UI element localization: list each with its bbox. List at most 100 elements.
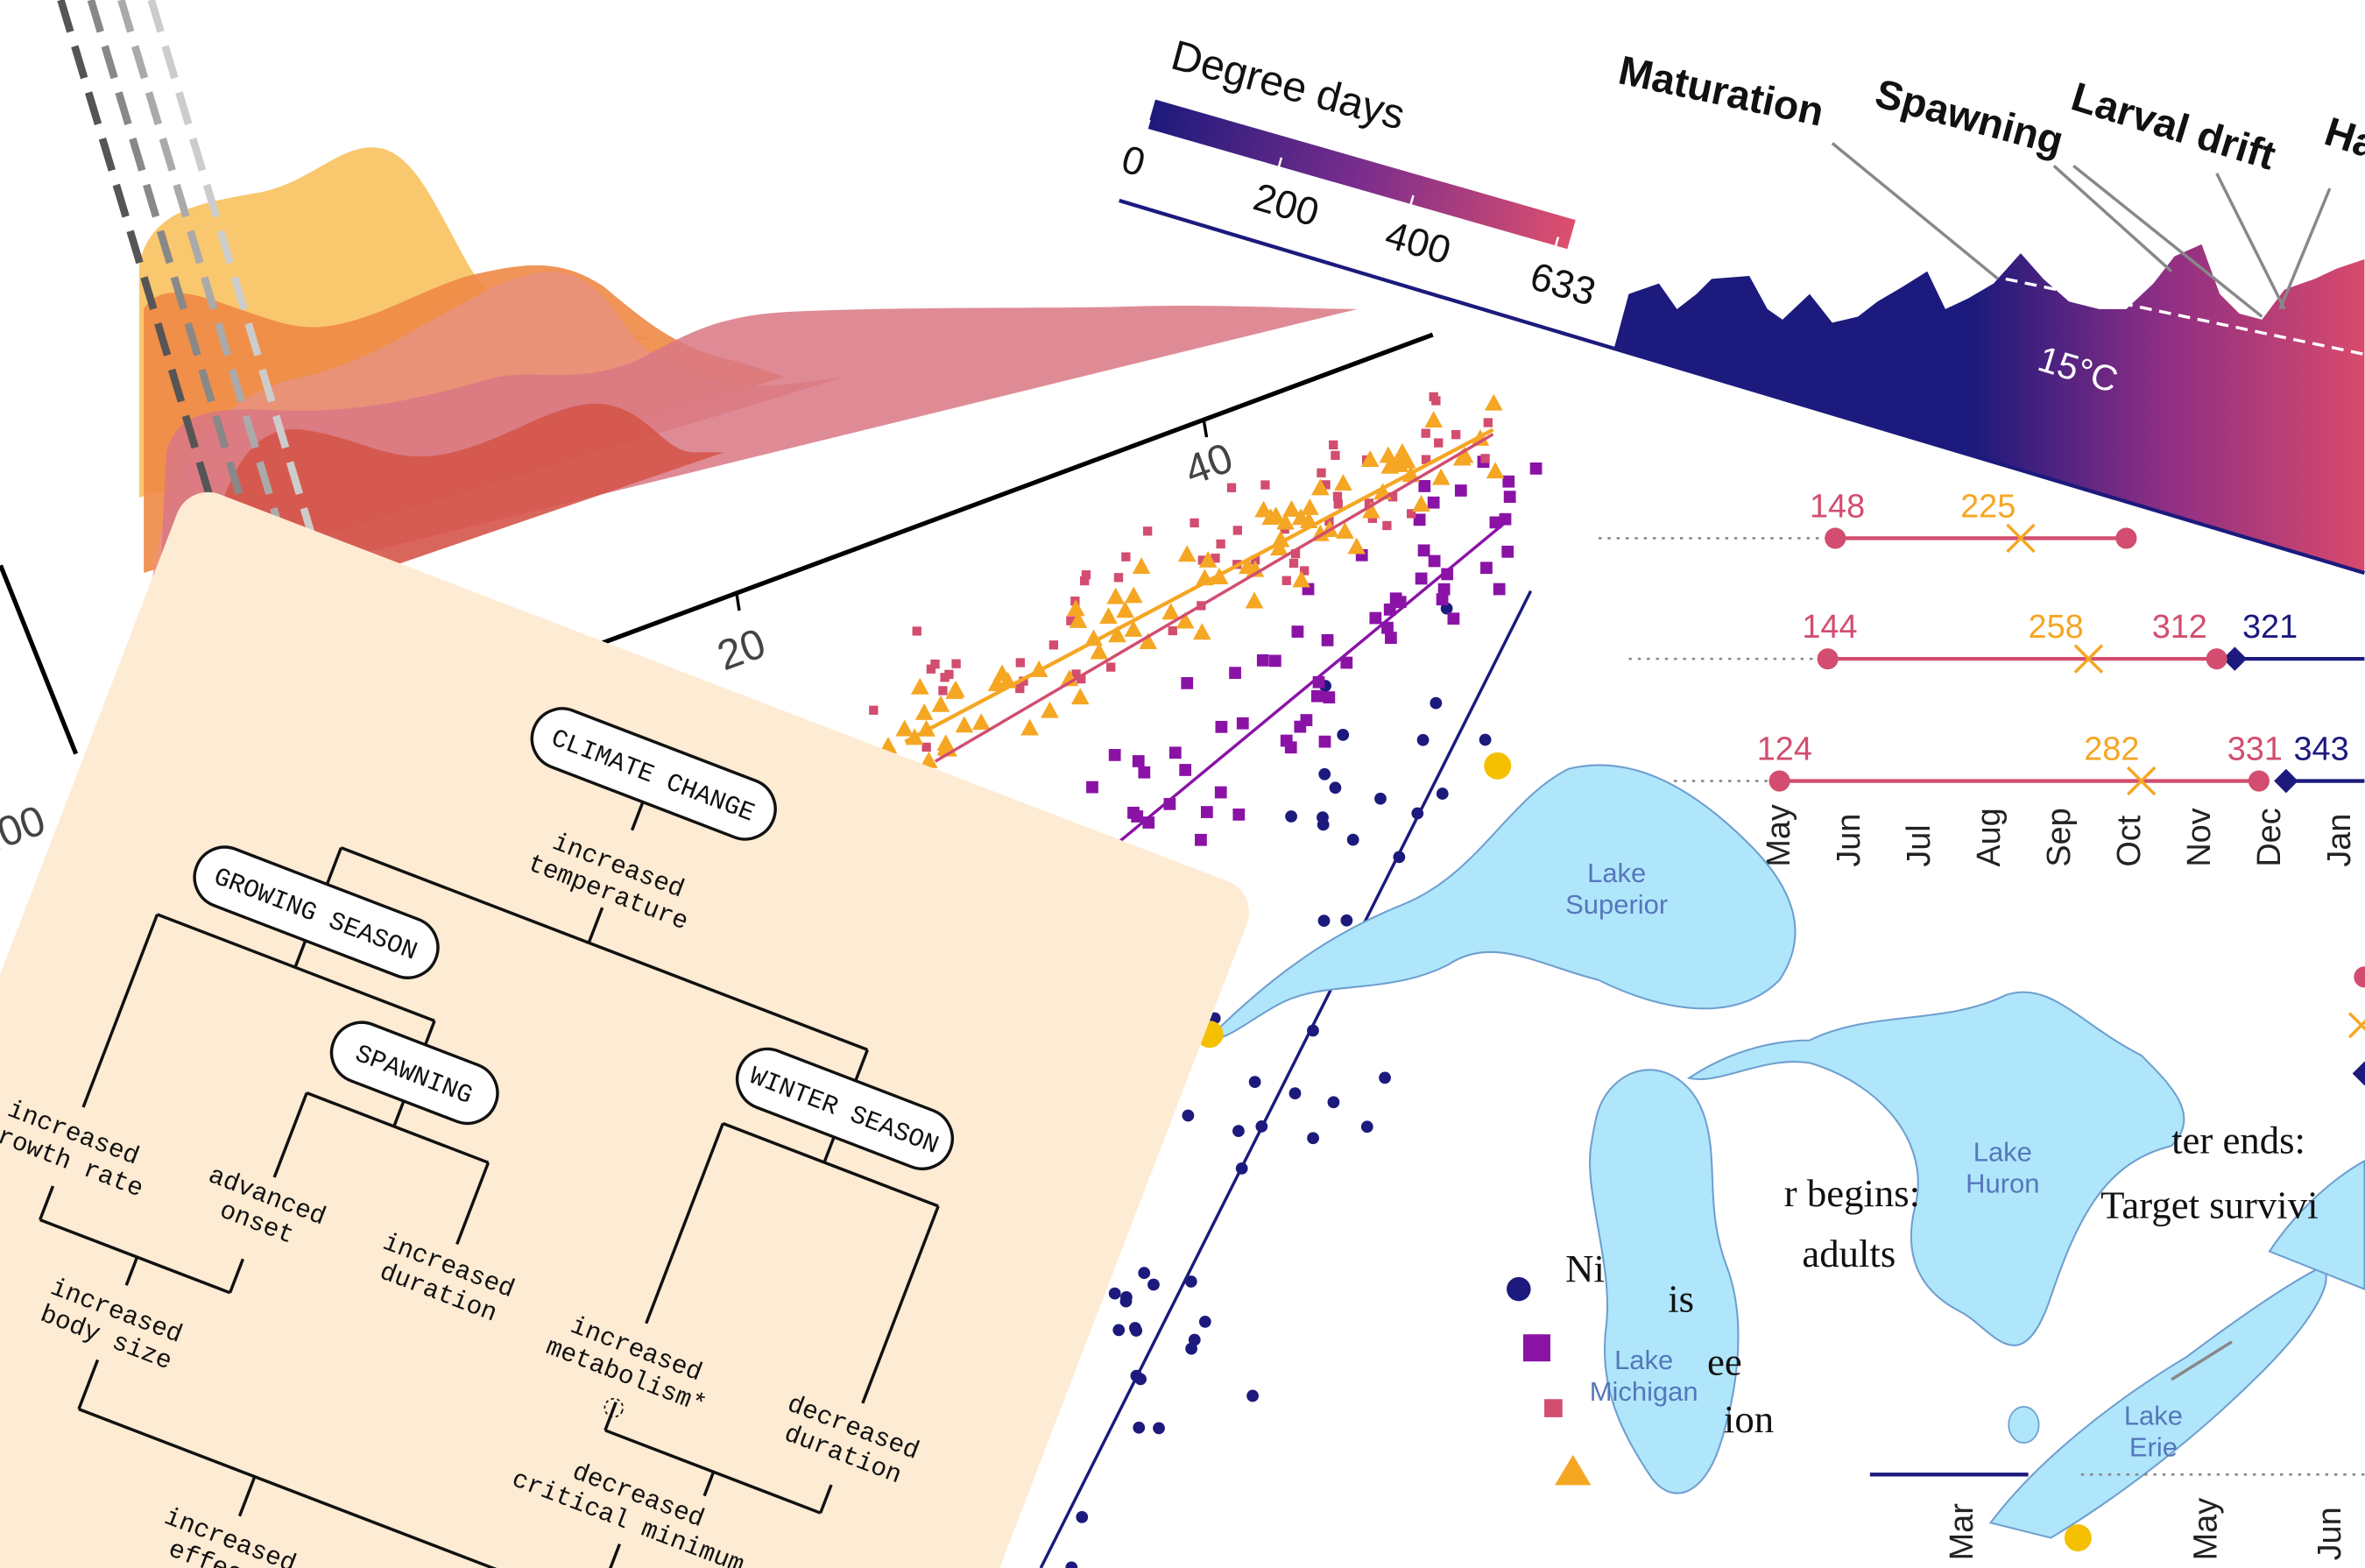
point (1502, 475, 1515, 488)
point (914, 703, 934, 720)
point (1424, 411, 1444, 428)
point (1318, 735, 1331, 748)
point (1161, 603, 1181, 620)
point (1301, 498, 1319, 515)
point (1099, 607, 1118, 625)
point (1389, 592, 1402, 605)
note: Target survivi (2100, 1183, 2318, 1227)
leader-line (2278, 187, 2332, 310)
point (1385, 632, 1397, 645)
point (1336, 521, 1354, 539)
point (1329, 781, 1342, 795)
point (1268, 654, 1281, 667)
point (1192, 623, 1211, 640)
point (1292, 570, 1311, 588)
reference-line (117, 0, 306, 604)
point (1428, 554, 1441, 568)
point (1391, 448, 1410, 465)
lake-label: Lake (1973, 1136, 2032, 1167)
lake (1204, 764, 1797, 1042)
point (1188, 1333, 1201, 1346)
phase-label: Ha (2319, 109, 2365, 168)
point (1485, 393, 1503, 411)
point (1364, 498, 1374, 508)
point (1177, 545, 1197, 562)
point (1197, 555, 1208, 565)
colorbar-fill (1147, 99, 1576, 250)
point (1480, 562, 1493, 575)
point (946, 680, 965, 697)
node-box (530, 707, 777, 841)
point (1116, 601, 1134, 618)
point (1015, 683, 1025, 694)
point (1181, 676, 1194, 689)
point (1499, 512, 1512, 526)
area (1613, 244, 2365, 574)
point (1288, 558, 1299, 569)
legend-marker (1544, 1399, 1563, 1417)
point (971, 713, 991, 731)
value-label: 331 (2227, 731, 2283, 767)
point (1299, 566, 1310, 576)
point (1451, 429, 1461, 440)
leader-line (1831, 142, 2000, 280)
month-label: Mar (1944, 1503, 1980, 1560)
note: r begins: (1784, 1171, 1920, 1215)
point (1311, 478, 1330, 496)
lake (2008, 1405, 2040, 1444)
month-label: Sep (2041, 808, 2078, 866)
point (1120, 1290, 1133, 1303)
point (1317, 468, 1326, 477)
legend-marker (1522, 1334, 1550, 1362)
point (1483, 418, 1493, 427)
trend-line (904, 427, 1494, 744)
point (1347, 537, 1366, 554)
point (1060, 669, 1079, 687)
panel (0, 491, 1249, 1568)
lake-label: Superior (1565, 889, 1668, 920)
point (1190, 518, 1199, 528)
legend-label: is (1668, 1276, 1694, 1320)
lake-label: Lake (1587, 858, 1646, 888)
point (1077, 674, 1086, 684)
point (951, 659, 961, 668)
point (1260, 480, 1270, 490)
point (926, 664, 936, 674)
trend-line (934, 433, 1494, 763)
lake-label: Lake (1614, 1345, 1673, 1375)
tick (734, 590, 741, 611)
point (1153, 1422, 1165, 1435)
point (1020, 718, 1039, 736)
leader-line (2052, 165, 2173, 273)
point (1362, 501, 1380, 519)
point (1486, 462, 1505, 479)
point (1124, 586, 1143, 604)
point (1216, 539, 1225, 549)
axis-line (0, 564, 79, 755)
point (1142, 526, 1153, 536)
point (1324, 516, 1334, 526)
trend-line (1115, 519, 1509, 846)
point (1138, 766, 1151, 779)
point (1332, 491, 1343, 501)
point (1182, 1109, 1195, 1122)
legend-label: ee (1707, 1340, 1742, 1384)
point (1179, 764, 1192, 776)
point (1069, 611, 1088, 628)
value-label: 148 (1810, 488, 1865, 525)
point (1281, 576, 1291, 585)
lake-label: Michigan (1590, 1376, 1698, 1407)
point (1489, 516, 1502, 529)
tick-label: 633 (1526, 254, 1601, 314)
point (1108, 625, 1126, 643)
point (1440, 602, 1453, 615)
point (1226, 483, 1237, 492)
node-box (735, 1047, 954, 1170)
point (1412, 495, 1430, 512)
point (1139, 632, 1158, 650)
point (1427, 496, 1440, 509)
point (1529, 462, 1543, 475)
month-label: Aug (1971, 808, 2008, 866)
point (1331, 450, 1340, 461)
